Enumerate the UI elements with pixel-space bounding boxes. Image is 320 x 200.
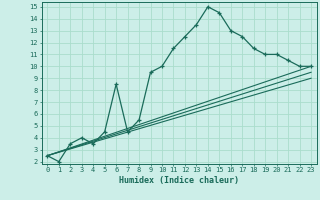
X-axis label: Humidex (Indice chaleur): Humidex (Indice chaleur) — [119, 176, 239, 185]
